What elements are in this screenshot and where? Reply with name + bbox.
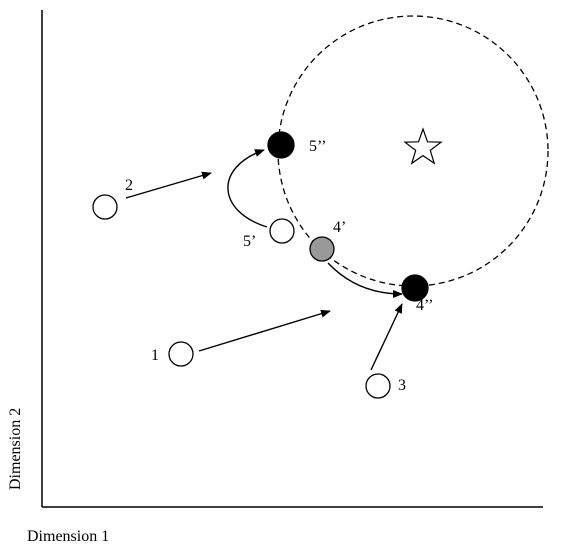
arrow-5prime-to-5double	[227, 149, 268, 228]
label-point-2: 2	[125, 177, 133, 194]
point-5-double	[267, 131, 295, 159]
y-axis-title: Dimension 2	[7, 408, 24, 490]
label-point-1: 1	[151, 347, 159, 364]
x-axis-title: Dimension 1	[27, 528, 109, 545]
arrow-4prime-to-4double	[327, 262, 403, 298]
arrow-point-1	[198, 309, 331, 352]
arrow-point-3	[370, 303, 403, 371]
point-2	[92, 194, 118, 220]
label-point-4-prime: 4’	[333, 219, 346, 236]
label-point-5-prime: 5’	[243, 233, 256, 250]
point-3	[365, 373, 391, 399]
label-point-4-double: 4’’	[416, 297, 433, 314]
star-outline-icon	[403, 127, 443, 165]
point-4-prime	[309, 236, 335, 262]
point-1	[168, 341, 194, 367]
label-point-5-double: 5’’	[309, 138, 326, 155]
label-point-3: 3	[398, 377, 406, 394]
arrow-point-2	[125, 171, 212, 199]
point-5-prime	[269, 218, 295, 244]
point-4-double	[401, 274, 429, 302]
